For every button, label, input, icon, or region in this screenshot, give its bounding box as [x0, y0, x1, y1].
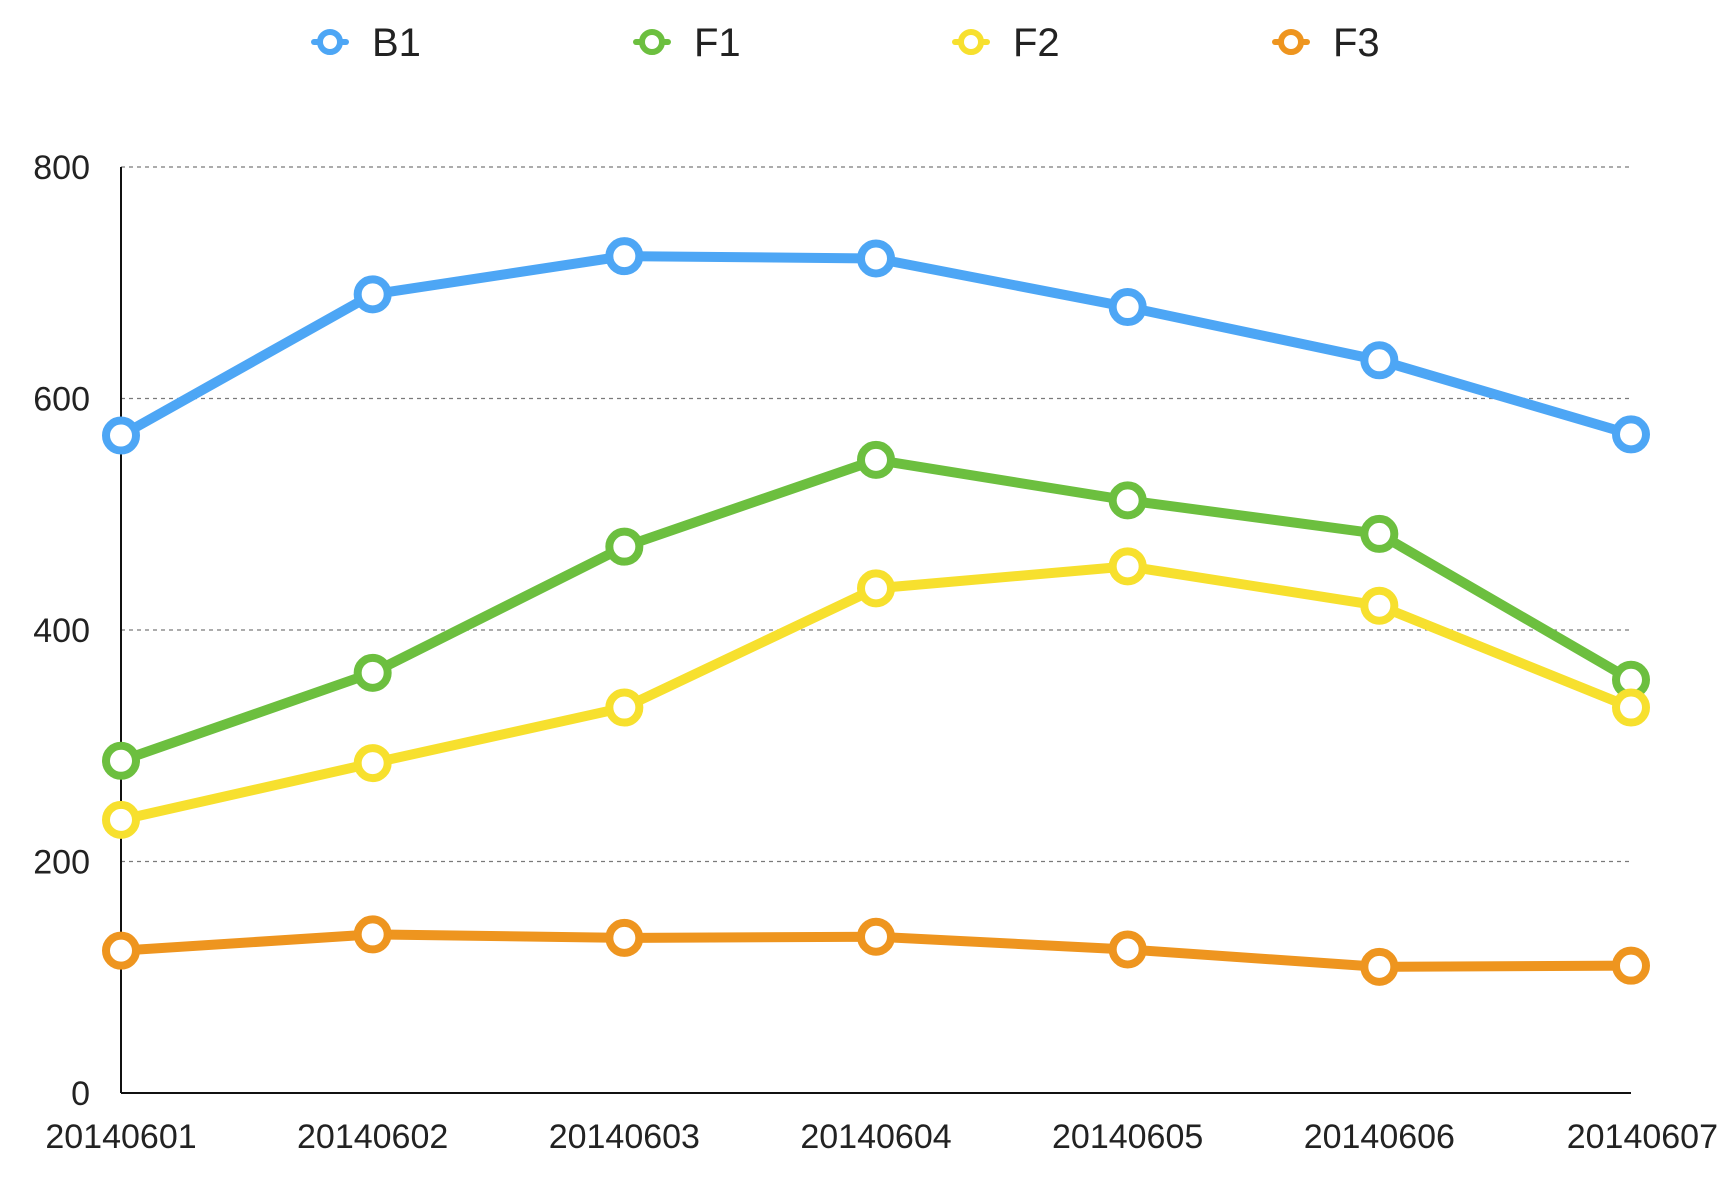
legend-label-F3: F3	[1333, 21, 1380, 65]
x-tick-label-20140601: 20140601	[45, 1118, 196, 1156]
data-point-F1-20140602	[353, 653, 392, 692]
data-point-F2-20140605	[1108, 547, 1147, 586]
series-line-B1	[116, 251, 1636, 441]
data-point-F1-20140605	[1108, 481, 1147, 520]
series-line-F1	[116, 454, 1636, 766]
data-point-B1-20140603	[605, 237, 644, 276]
legend: B1 F1 F2 F3	[311, 21, 1380, 65]
y-tick-label-800: 800	[33, 149, 90, 187]
x-tick-label-20140605: 20140605	[1052, 1118, 1203, 1156]
legend-item-F3: F3	[1272, 21, 1380, 65]
series-F1	[102, 440, 1650, 780]
y-tick-label-0: 0	[71, 1075, 90, 1113]
legend-item-F2: F2	[952, 21, 1060, 65]
legend-swatch-marker-B1	[317, 29, 343, 55]
data-point-F3-20140606	[1360, 947, 1399, 986]
data-point-F3-20140601	[102, 931, 140, 970]
x-tick-label-20140607: 20140607	[1567, 1118, 1718, 1156]
data-point-F1-20140604	[857, 440, 895, 479]
data-point-F2-20140602	[353, 744, 392, 783]
data-point-F3-20140604	[857, 917, 895, 956]
x-axis-tick-labels: 20140601 20140602 20140603 20140604 20140605…	[45, 1118, 1718, 1156]
x-tick-label-20140603: 20140603	[549, 1118, 700, 1156]
legend-item-F1: F1	[633, 21, 741, 65]
legend-label-B1: B1	[372, 21, 421, 65]
data-point-F1-20140601	[102, 741, 140, 780]
grid-lines	[121, 166, 1631, 863]
legend-swatch-marker-F3	[1278, 29, 1304, 55]
y-axis-tick-labels: 0 200 400 600 800	[33, 149, 90, 1113]
data-point-B1-20140606	[1360, 341, 1399, 380]
x-tick-label-20140606: 20140606	[1304, 1118, 1455, 1156]
data-point-F1-20140606	[1360, 514, 1399, 553]
data-point-F3-20140607	[1612, 946, 1650, 985]
legend-label-F1: F1	[694, 21, 741, 65]
series-F2	[102, 547, 1650, 839]
x-tick-label-20140602: 20140602	[297, 1118, 448, 1156]
data-point-B1-20140601	[102, 416, 140, 455]
data-point-F1-20140603	[605, 527, 644, 566]
y-tick-label-600: 600	[33, 381, 90, 419]
data-point-B1-20140602	[353, 275, 392, 314]
data-point-F2-20140603	[605, 688, 644, 727]
data-point-F3-20140603	[605, 918, 644, 957]
data-point-F3-20140605	[1108, 930, 1147, 969]
legend-swatch-marker-F1	[639, 29, 665, 55]
data-point-F2-20140606	[1360, 586, 1399, 625]
legend-item-B1: B1	[311, 21, 421, 65]
data-point-F2-20140601	[102, 800, 140, 839]
data-point-B1-20140605	[1108, 288, 1147, 327]
legend-swatch-marker-F2	[958, 29, 984, 55]
data-point-B1-20140607	[1612, 415, 1650, 454]
legend-label-F2: F2	[1013, 21, 1060, 65]
x-tick-label-20140604: 20140604	[800, 1118, 951, 1156]
y-tick-label-400: 400	[33, 612, 90, 650]
y-tick-label-200: 200	[33, 844, 90, 882]
series-lines	[102, 237, 1650, 986]
data-point-F3-20140602	[353, 915, 392, 954]
data-point-F2-20140604	[857, 569, 895, 608]
series-F3	[102, 915, 1650, 986]
data-point-F2-20140607	[1612, 688, 1650, 727]
series-B1	[102, 237, 1650, 455]
data-point-B1-20140604	[857, 239, 895, 278]
